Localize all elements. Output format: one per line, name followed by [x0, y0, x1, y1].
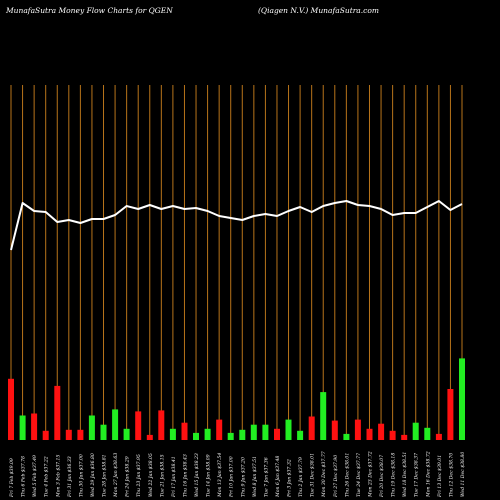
date-label: Wed 5 Feb $37.49 — [32, 455, 38, 497]
date-label: Tue 24 Dec $37.77 — [356, 453, 362, 497]
date-label: Fri 10 Jan $37.00 — [229, 456, 235, 498]
date-label: Mon 13 Jan $37.54 — [217, 453, 223, 498]
date-label: Fri 3 Jan $37.32 — [287, 459, 293, 498]
money-flow-bar — [401, 434, 408, 440]
money-flow-bar — [447, 389, 454, 440]
money-flow-bar — [77, 429, 84, 440]
date-label: Tue 17 Dec $38.37 — [414, 453, 420, 497]
chart-header-left: MunafaSutra Money Flow Charts for QGEN — [5, 6, 173, 15]
date-label: Thu 6 Feb $37.78 — [21, 456, 27, 497]
money-flow-bar — [123, 428, 130, 440]
gridlines — [10, 85, 463, 440]
money-flow-bar — [216, 419, 223, 440]
date-label: Mon 30 Dec $37.77 — [321, 451, 327, 498]
date-label: Tue 31 Dec $38.01 — [310, 453, 316, 497]
price-line — [10, 200, 463, 251]
date-label: Tue 4 Feb $37.22 — [44, 456, 50, 497]
money-flow-bar — [412, 422, 419, 440]
money-flow-bar — [54, 385, 61, 440]
money-flow-bar — [435, 433, 442, 440]
date-label: Fri 20 Dec $38.07 — [379, 455, 385, 498]
money-flow-bar — [331, 420, 338, 440]
money-flow-bar — [204, 428, 211, 440]
date-label: Fri 24 Jan $38.29 — [125, 456, 131, 498]
money-flow-bar — [227, 432, 234, 440]
money-flow-bar — [42, 430, 49, 440]
money-flow-bar — [378, 423, 385, 440]
money-flow-bar — [135, 411, 142, 440]
date-label: Thu 2 Jan $37.79 — [298, 457, 304, 497]
date-label: Tue 28 Jan $38.81 — [102, 454, 108, 497]
date-label: Wed 11 Dec $38.80 — [460, 452, 466, 497]
money-flow-bar — [158, 410, 165, 440]
date-label: Wed 18 Dec $38.51 — [402, 452, 408, 497]
date-label: Tue 21 Jan $38.15 — [159, 454, 165, 497]
money-flow-bar — [19, 415, 26, 440]
date-label: Fri 31 Jan $36.33 — [67, 456, 73, 498]
chart-header-right: (Qiagen N.V.) MunafaSutra.com — [258, 6, 379, 15]
date-label: Mon 6 Jan $37.48 — [275, 456, 281, 498]
date-label: Thu 19 Dec $38.18 — [391, 453, 397, 497]
money-flow-bar — [343, 433, 350, 440]
date-label: Wed 29 Jan $36.80 — [90, 453, 96, 497]
money-flow-bar — [181, 422, 188, 440]
date-label: Fri 17 Jan $38.41 — [171, 456, 177, 498]
date-labels: Fri 7 Feb $39.09 Thu 6 Feb $37.78 Wed 5 Fe… — [9, 451, 466, 498]
date-label: Mon 3 Feb $37.15 — [55, 455, 61, 498]
date-label: Tue 7 Jan $37.36 — [263, 457, 269, 497]
money-flow-bar — [262, 424, 269, 440]
date-label: Wed 15 Jan $38.23 — [194, 453, 200, 497]
money-flow-bar — [8, 378, 14, 440]
date-label: Thu 16 Jan $38.43 — [182, 454, 188, 497]
bar-series — [8, 358, 465, 440]
date-label: Thu 12 Dec $38.70 — [448, 453, 454, 497]
money-flow-bar — [88, 415, 95, 440]
money-flow-bar — [354, 419, 361, 440]
date-label: Mon 16 Dec $38.72 — [425, 451, 431, 498]
date-label: Mon 27 Jan $38.63 — [113, 453, 119, 498]
line-series — [10, 200, 463, 251]
money-flow-bar — [308, 416, 315, 440]
date-label: Fri 27 Dec $37.90 — [333, 455, 339, 498]
money-flow-bar — [193, 432, 199, 440]
money-flow-bar — [366, 428, 373, 440]
money-flow-bar — [31, 413, 38, 440]
date-label: Thu 26 Dec $38.01 — [344, 453, 350, 497]
date-label: Tue 14 Jan $38.09 — [206, 454, 212, 497]
date-label: Fri 7 Feb $39.09 — [9, 458, 15, 498]
money-flow-bar — [459, 358, 465, 440]
date-label: Thu 23 Jan $37.95 — [136, 454, 142, 497]
money-flow-bar — [274, 428, 280, 440]
money-flow-bar — [297, 430, 304, 440]
money-flow-bar — [389, 430, 396, 440]
money-flow-bar — [250, 424, 257, 440]
money-flow-bar — [239, 429, 246, 440]
money-flow-bar — [112, 409, 119, 440]
money-flow-bar — [424, 427, 431, 440]
date-label: Fri 13 Dec $39.01 — [437, 455, 443, 498]
date-label: Mon 23 Dec $37.72 — [367, 451, 373, 498]
date-label: Wed 8 Jan $37.51 — [252, 456, 258, 497]
money-flow-bar — [285, 419, 292, 440]
date-label: Thu 9 Jan $37.20 — [240, 457, 246, 497]
money-flow-bar — [65, 429, 72, 440]
money-flow-bar — [146, 434, 153, 440]
date-label: Thu 30 Jan $37.00 — [78, 454, 84, 497]
money-flow-bar — [100, 424, 107, 440]
money-flow-bar — [169, 428, 176, 440]
money-flow-bar — [320, 392, 327, 440]
date-label: Wed 22 Jan $38.05 — [148, 453, 154, 497]
